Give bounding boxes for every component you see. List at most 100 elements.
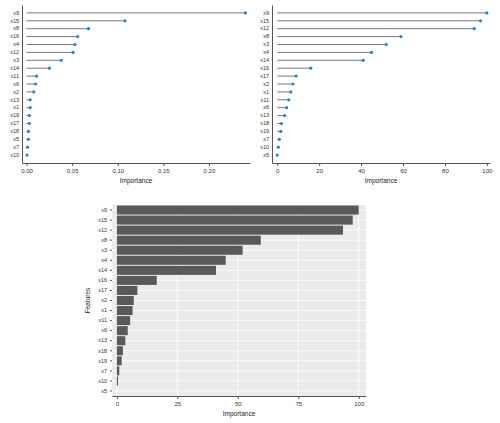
axis-line (112, 206, 113, 397)
tick-label: x7 (263, 136, 269, 142)
point (289, 90, 292, 93)
chart-panel: 0255075100x9x15x12x8x3x4x14x16x17x2x1x11… (84, 205, 367, 418)
bar (117, 366, 119, 375)
tick-label: 75 (295, 401, 302, 407)
tick: 0.15 (158, 163, 170, 174)
tick-label: x13 (260, 112, 269, 118)
point (28, 114, 31, 117)
tick: 25 (174, 396, 181, 407)
tick-label: x14 (260, 57, 269, 63)
tick-mark (27, 163, 28, 166)
tick: x10 (10, 152, 22, 158)
tick: 0 (276, 163, 280, 174)
tick-label: x7 (13, 144, 19, 150)
tick-label: x6 (101, 327, 107, 333)
tick: x14 (10, 65, 22, 71)
tick-mark (110, 300, 112, 301)
bar (117, 316, 130, 325)
tick-label: x8 (13, 25, 19, 31)
tick: 0 (116, 396, 120, 407)
stem (277, 20, 480, 21)
tick-label: 20 (316, 168, 323, 174)
axis-line (113, 396, 367, 397)
tick-label: x16 (98, 277, 107, 283)
tick: x12 (260, 25, 272, 31)
tick: x13 (260, 112, 272, 118)
tick: x9 (13, 10, 22, 16)
tick-label: x9 (13, 10, 19, 16)
tick: 80 (442, 163, 449, 174)
tick-label: x8 (263, 33, 269, 39)
point (276, 154, 279, 157)
tick: 75 (295, 396, 302, 407)
tick: x1 (101, 307, 112, 313)
tick-label: x3 (101, 247, 107, 253)
point (32, 90, 35, 93)
axis-line (22, 6, 23, 164)
point (280, 122, 283, 125)
tick-mark (117, 396, 118, 399)
tick-label: x9 (101, 207, 107, 213)
tick-mark (238, 396, 239, 399)
tick-label: x19 (10, 112, 19, 118)
tick-label: 50 (235, 401, 242, 407)
tick-label: x19 (98, 358, 107, 364)
tick: x6 (13, 81, 22, 87)
grid-line (112, 350, 366, 351)
point (60, 59, 63, 62)
point (385, 43, 388, 46)
tick-mark (298, 396, 299, 399)
bar (117, 276, 157, 285)
stem (27, 60, 62, 61)
tick-mark (110, 330, 112, 331)
y-axis-title: Features (84, 287, 91, 313)
tick-mark (110, 290, 112, 291)
point (29, 106, 32, 109)
tick: x11 (261, 97, 272, 103)
stem (277, 99, 289, 100)
tick: x12 (98, 227, 112, 233)
stem (27, 12, 246, 13)
tick: 0.00 (21, 163, 33, 174)
tick: x2 (13, 89, 22, 95)
tick-mark (445, 163, 446, 166)
stem (277, 12, 487, 13)
marks (117, 206, 359, 386)
tick: x10 (260, 144, 272, 150)
stem (277, 52, 371, 53)
point (279, 130, 282, 133)
tick-mark (110, 240, 112, 241)
tick-label: 100 (482, 168, 493, 174)
point (479, 19, 482, 22)
marks (276, 11, 489, 156)
tick: x15 (260, 18, 272, 24)
tick-label: x11 (11, 73, 19, 79)
tick: x8 (263, 33, 272, 39)
tick-label: x2 (263, 81, 269, 87)
tick-label: x15 (260, 18, 269, 24)
tick: 0.05 (67, 163, 79, 174)
point (277, 146, 280, 149)
tick-label: x12 (98, 227, 107, 233)
tick-mark (110, 250, 112, 251)
tick-label: x17 (98, 287, 107, 293)
tick-mark (110, 320, 112, 321)
tick-mark (110, 260, 112, 261)
tick-label: 0.10 (112, 168, 124, 174)
stem (277, 44, 386, 45)
tick: 0.10 (112, 163, 124, 174)
stem (27, 68, 50, 69)
tick-label: x13 (98, 337, 107, 343)
x-axis: 0.000.050.100.150.20 (21, 163, 250, 174)
grid-line (112, 310, 366, 311)
tick: x10 (98, 378, 112, 384)
grid-line (112, 370, 366, 371)
tick-label: 80 (442, 168, 449, 174)
bar (117, 286, 138, 295)
tick: x8 (13, 25, 22, 31)
axis-line (23, 163, 251, 164)
point (283, 114, 286, 117)
marks (25, 11, 247, 156)
tick: x1 (13, 104, 22, 110)
tick: x4 (263, 49, 272, 55)
